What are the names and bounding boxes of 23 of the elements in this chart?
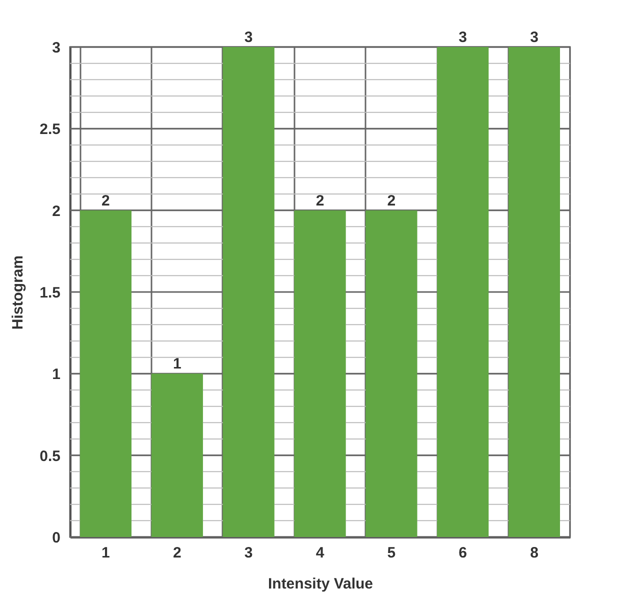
y-tick-label: 1.5 xyxy=(40,284,60,302)
x-tick-label: 8 xyxy=(530,544,538,562)
y-tick-label: 0.5 xyxy=(40,448,60,465)
y-axis-title: Histogram xyxy=(10,255,27,330)
y-tick-label: 2 xyxy=(52,202,60,220)
data-label: 3 xyxy=(530,29,538,46)
x-tick-label: 6 xyxy=(458,544,468,562)
x-tick-label: 3 xyxy=(244,544,253,562)
data-label: 2 xyxy=(102,192,110,210)
x-tick-label: 1 xyxy=(102,544,110,562)
data-label: 3 xyxy=(244,29,253,46)
data-label: 3 xyxy=(458,29,468,46)
y-tick-label: 2.5 xyxy=(40,121,60,138)
data-label: 1 xyxy=(172,356,182,373)
y-tick-label: 1 xyxy=(52,366,60,384)
x-axis-title: Intensity Value xyxy=(268,576,374,592)
y-tick-label: 3 xyxy=(52,40,60,56)
x-tick-label: 4 xyxy=(316,544,325,562)
x-tick-label: 5 xyxy=(387,544,396,562)
data-label: 2 xyxy=(316,192,324,210)
x-tick-label: 2 xyxy=(172,544,182,562)
data-label: 2 xyxy=(387,192,396,210)
y-tick-label: 0 xyxy=(52,530,60,546)
